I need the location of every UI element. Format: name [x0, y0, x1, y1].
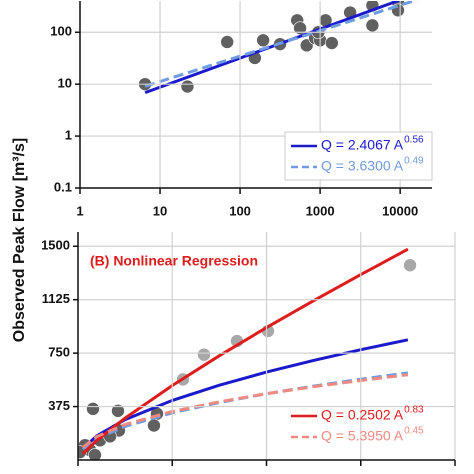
y-tick-label: 1500 [41, 238, 70, 253]
fit-line [144, 1, 402, 95]
x-tick-label: 1 [76, 203, 83, 218]
y-tick-label: 1125 [42, 291, 70, 306]
legend-exponent: 0.56 [404, 135, 424, 146]
data-point [111, 404, 125, 418]
legend-label: Q = 3.6300 A [321, 158, 404, 174]
data-point [365, 18, 380, 33]
y-tick-label: 1 [65, 128, 72, 143]
fit-line [81, 373, 409, 449]
data-point [293, 21, 307, 35]
legend-label: Q = 2.4067 A [321, 137, 404, 153]
fit-line [81, 247, 409, 455]
panel-title: (B) Nonlinear Regression [90, 253, 258, 269]
legend-label: Q = 5.3950 A [321, 428, 404, 444]
y-tick-label: 0.1 [54, 179, 72, 194]
y-tick-label: 375 [48, 398, 70, 413]
legend-box [284, 131, 433, 181]
data-point [220, 35, 234, 49]
data-point [403, 258, 417, 273]
y-tick-label: 100 [50, 24, 72, 39]
legend-exponent: 0.49 [404, 156, 424, 167]
x-tick-label: 100 [229, 203, 251, 218]
x-tick-label: 10000 [382, 203, 418, 218]
x-tick-label: 10 [153, 203, 167, 218]
y-tick-label: 750 [48, 345, 70, 360]
data-point [180, 79, 195, 94]
legend-exponent: 0.45 [404, 426, 424, 437]
data-point [88, 448, 102, 460]
data-point [325, 36, 339, 50]
plot-area [138, 1, 419, 95]
y-tick-label: 10 [58, 76, 72, 91]
data-point [391, 3, 405, 18]
legend-label: Q = 0.2502 A [321, 407, 404, 423]
legend-exponent: 0.83 [404, 405, 424, 416]
data-point [147, 418, 161, 433]
data-point [256, 33, 270, 48]
x-tick-label: 1000 [306, 203, 335, 218]
data-point [197, 347, 211, 362]
fit-line [144, 1, 419, 88]
y-axis-label: Observed Peak Flow [m³/s] [11, 138, 28, 343]
data-point [86, 402, 100, 416]
